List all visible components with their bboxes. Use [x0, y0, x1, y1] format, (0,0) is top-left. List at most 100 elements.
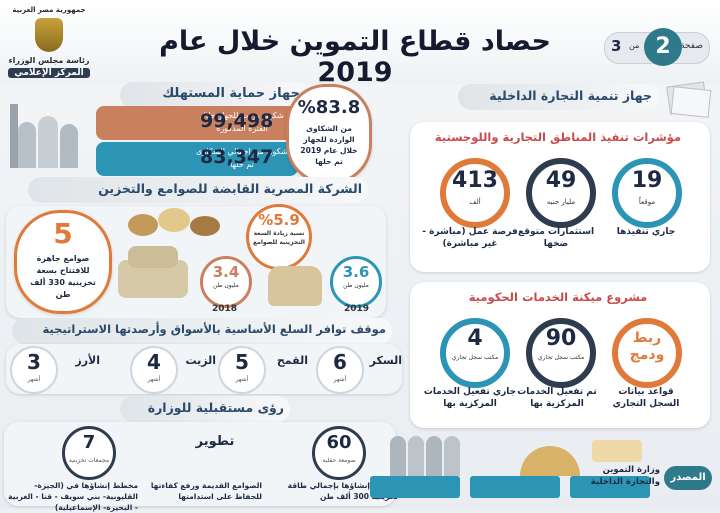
silos-count-card: 5 صوامع جاهزة للافتتاح بسعة تخزينية 330 …	[14, 210, 112, 314]
future-title: رؤى مستقبلية للوزارة	[147, 400, 284, 415]
commodity-wheat-circle: 5 أشهر	[218, 346, 266, 394]
consumer-row-1: شكوى وردت للجهاز خلال الفترة المذكورة	[96, 106, 298, 140]
logistics-stat-3-value: 413	[452, 168, 498, 193]
digital-stat-1-value: ربط ودمج	[629, 330, 665, 363]
commodity-sugar-unit: أشهر	[333, 376, 347, 383]
commodities-title: موقف توافر السلع الأساسية بالأسواق وأرصد…	[42, 322, 386, 336]
trade-title: جهاز تنمية التجارة الداخلية	[489, 88, 652, 103]
consumer-percent-desc: من الشكاوى الواردة للجهاز خلال عام 2019 …	[300, 124, 358, 166]
commodity-oil-unit: أشهر	[147, 376, 161, 383]
logistics-stat-2-unit: مليار جنيه	[546, 198, 576, 206]
digital-title: مشروع ميكنة الخدمات الحكومية	[468, 290, 648, 304]
future-item-1-circle: 60 صومعة حقلية	[312, 426, 366, 480]
commodities-title-band	[12, 318, 392, 344]
digital-stat-2-value: 90	[545, 326, 577, 351]
logistics-stat-3-circle: 413 ألف	[440, 158, 510, 228]
commodity-rice-name: الأرز	[75, 354, 100, 367]
logistics-stat-1-unit: موقعاً	[638, 198, 656, 206]
logistics-title: مؤشرات تنفيذ المناطق التجارية واللوجستية	[434, 130, 682, 144]
y2019-year: 2019	[344, 304, 370, 314]
consumer-title: جهاز حماية المستهلك	[162, 86, 300, 101]
commodity-sugar-name: السكر	[369, 354, 402, 367]
consumer-row-1-label: شكوى وردت للجهاز خلال الفترة المذكورة	[200, 111, 284, 133]
page-title: حصاد قطاع التموين خلال عام 2019	[159, 26, 551, 88]
products-illustration	[592, 440, 642, 462]
digital-stat-3-label: جاري تفعيل الخدمات المركزية بها	[423, 387, 517, 409]
digital-stat-2-unit: مكتب سجل تجاري	[537, 354, 585, 361]
commodity-wheat-value: 5	[235, 350, 249, 374]
commodity-sugar-circle: 6 أشهر	[316, 346, 364, 394]
page-total: 3	[611, 37, 622, 55]
future-item-1-sub: صومعة حقلية	[322, 457, 356, 464]
trade-title-band	[458, 84, 658, 110]
increase-value: %5.9	[258, 211, 300, 229]
commodity-oil-value: 4	[147, 350, 161, 374]
future-item-3-circle: 7 مجمعات تخزينية	[62, 426, 116, 480]
commodity-wheat-name: القمح	[276, 354, 308, 367]
grain-sack-illustration	[268, 266, 322, 306]
y2019-value: 3.6	[342, 263, 370, 281]
documents-illustration	[662, 80, 712, 118]
source-text: وزارة التموين والتجارة الداخلية	[590, 465, 660, 487]
silos-count-desc: صوامع جاهزة للافتتاح بسعة تخزينية 330 أل…	[30, 254, 96, 299]
grain-bowls-illustration	[128, 204, 238, 244]
silos-count: 5	[53, 217, 73, 250]
logistics-stat-1-label: جاري تنفيذها	[616, 227, 676, 237]
y2018-circle: 3.4 مليون طن	[200, 256, 252, 308]
silos-title: الشركة المصرية القابضة للصوامع والتخزين	[98, 181, 362, 196]
commodity-wheat-unit: أشهر	[235, 376, 249, 383]
cabinet-logo: جمهورية مصر العربية رئاسة مجلس الوزراء ا…	[8, 4, 90, 84]
logistics-stat-2-label: استثمارات متوقع ضخها	[517, 227, 595, 249]
page-current: 2	[644, 28, 682, 66]
silos-trucks-illustration	[370, 430, 660, 508]
future-item-1-value: 60	[326, 432, 352, 453]
eagle-icon	[35, 18, 63, 52]
future-item-3-value: 7	[82, 432, 96, 453]
increase-desc: نسبة زيادة السعة التخزينية للصوامع	[253, 230, 305, 246]
future-title-band	[120, 396, 290, 422]
y2019-circle: 3.6 مليون طن	[330, 256, 382, 308]
consumer-row-2-value: 83,347	[200, 146, 274, 168]
logistics-stat-1-value: 19	[631, 168, 663, 193]
page-of: من	[629, 41, 640, 50]
commodity-sugar-value: 6	[333, 350, 347, 374]
logo-line-1: جمهورية مصر العربية	[12, 6, 86, 14]
consumer-title-band	[120, 82, 310, 108]
commodity-rice-value: 3	[27, 350, 41, 374]
increase-circle: %5.9 نسبة زيادة السعة التخزينية للصوامع	[246, 204, 312, 270]
source-label: المصدر	[664, 466, 712, 490]
consumer-row-2-label: شكوى من إجمالي الشكاوى تم حلها	[196, 147, 288, 169]
consumer-percent: %83.8	[297, 97, 361, 118]
y2019-unit: مليون طن	[343, 282, 369, 289]
silo-illustration	[8, 94, 92, 174]
header-band	[0, 0, 720, 84]
consumer-row-1-value: 99,498	[200, 110, 274, 132]
y2018-year: 2018	[212, 304, 238, 314]
digital-stat-1-label: قواعد بيانات السجل التجاري	[612, 387, 680, 409]
logistics-stat-2-circle: 49 مليار جنيه	[526, 158, 596, 228]
page-word: صفحة	[680, 41, 703, 51]
digital-stat-3-circle: 4 مكتب سجل تجاري	[440, 318, 510, 388]
grain-bags-illustration	[118, 240, 190, 300]
commodity-oil-circle: 4 أشهر	[130, 346, 178, 394]
consumer-percent-card: %83.8 من الشكاوى الواردة للجهاز خلال عام…	[286, 84, 372, 184]
y2018-unit: مليون طن	[213, 282, 239, 289]
digital-stat-3-value: 4	[467, 326, 483, 351]
future-item-2-value: تطوير	[195, 434, 235, 449]
future-item-3-desc: مخطط إنشاؤها في (الجيزة- القليوبية- بني …	[8, 481, 138, 512]
logo-line-2: رئاسة مجلس الوزراء	[8, 56, 90, 65]
commodity-rice-circle: 3 أشهر	[10, 346, 58, 394]
y2018-value: 3.4	[212, 263, 240, 281]
source-box: وزارة التموين والتجارة الداخلية المصدر	[586, 440, 716, 506]
digital-stat-2-circle: 90 مكتب سجل تجاري	[526, 318, 596, 388]
commodity-rice-unit: أشهر	[27, 376, 41, 383]
logistics-stat-2-value: 49	[545, 168, 577, 193]
silos-title-band	[28, 177, 368, 203]
digital-stat-1-circle: ربط ودمج	[612, 318, 682, 388]
future-item-2-desc: الصوامع القديمة ورفع كفاءتها للحفاظ على …	[150, 481, 262, 501]
digital-stat-3-unit: مكتب سجل تجاري	[451, 354, 499, 361]
logistics-stat-3-unit: ألف	[469, 198, 481, 206]
future-item-3-sub: مجمعات تخزينية	[68, 457, 110, 464]
logistics-stat-1-circle: 19 موقعاً	[612, 158, 682, 228]
